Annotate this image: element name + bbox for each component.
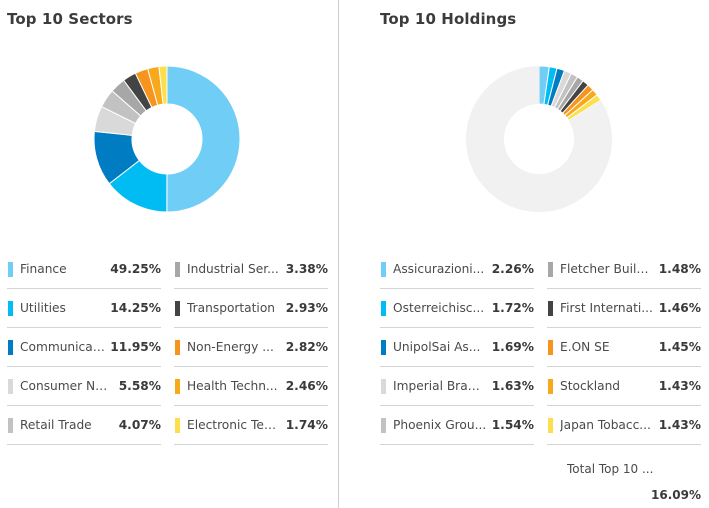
- holding-legend-item[interactable]: Fletcher Build... 1.48%: [547, 250, 701, 289]
- legend-label: Imperial Bran...: [393, 379, 487, 393]
- legend-value: 2.93%: [285, 301, 328, 315]
- legend-value: 11.95%: [110, 340, 161, 354]
- legend-swatch-icon: [175, 261, 180, 277]
- legend-swatch-icon: [548, 261, 553, 277]
- legend-swatch-icon: [381, 261, 386, 277]
- holdings-donut-chart: [466, 65, 612, 212]
- legend-swatch-icon: [8, 300, 13, 316]
- sector-legend-item[interactable]: Communicati... 11.95%: [7, 328, 161, 367]
- holding-legend-item[interactable]: UnipolSai As... 1.69%: [380, 328, 534, 367]
- holdings-title: Top 10 Holdings: [380, 10, 517, 28]
- legend-label: Osterreichisc...: [393, 301, 485, 315]
- legend-value: 1.72%: [491, 301, 534, 315]
- legend-swatch-icon: [175, 417, 180, 433]
- legend-value: 4.07%: [118, 418, 161, 432]
- legend-swatch-icon: [8, 339, 13, 355]
- sectors-legend: Finance 49.25% Industrial Ser... 3.38% Utili…: [7, 250, 328, 445]
- legend-value: 1.69%: [491, 340, 534, 354]
- holding-legend-item[interactable]: First Internati... 1.46%: [547, 289, 701, 328]
- legend-label: Japan Tobacc...: [560, 418, 651, 432]
- legend-swatch-icon: [548, 339, 553, 355]
- legend-label: Fletcher Build...: [560, 262, 654, 276]
- legend-swatch-icon: [175, 339, 180, 355]
- sectors-donut-chart: [93, 65, 241, 213]
- sector-legend-item[interactable]: Finance 49.25%: [7, 250, 161, 289]
- holding-legend-item[interactable]: Stockland 1.43%: [547, 367, 701, 406]
- legend-value: 1.54%: [491, 418, 534, 432]
- legend-value: 1.63%: [491, 379, 534, 393]
- legend-value: 1.46%: [658, 301, 701, 315]
- total-value: 16.09%: [651, 488, 701, 502]
- legend-swatch-icon: [381, 417, 386, 433]
- legend-swatch-icon: [381, 300, 386, 316]
- holding-legend-item[interactable]: Imperial Bran... 1.63%: [380, 367, 534, 406]
- legend-label: UnipolSai As...: [393, 340, 481, 354]
- legend-swatch-icon: [175, 300, 180, 316]
- sector-slice[interactable]: [158, 65, 168, 105]
- holdings-legend: Assicurazioni... 2.26% Fletcher Build... 1.…: [380, 250, 701, 445]
- sector-legend-item[interactable]: Transportation 2.93%: [174, 289, 328, 328]
- sector-legend-item[interactable]: Retail Trade 4.07%: [7, 406, 161, 445]
- holding-remainder-slice: [466, 66, 612, 212]
- legend-label: Stockland: [560, 379, 621, 393]
- sector-legend-item[interactable]: Consumer No... 5.58%: [7, 367, 161, 406]
- legend-label: Industrial Ser...: [187, 262, 279, 276]
- total-label: Total Top 10 ...: [567, 462, 654, 476]
- legend-swatch-icon: [548, 300, 553, 316]
- legend-swatch-icon: [381, 378, 386, 394]
- legend-label: Retail Trade: [20, 418, 92, 432]
- holding-legend-item[interactable]: Osterreichisc... 1.72%: [380, 289, 534, 328]
- legend-label: Non-Energy ...: [187, 340, 274, 354]
- legend-label: Health Techn...: [187, 379, 278, 393]
- legend-value: 2.26%: [491, 262, 534, 276]
- legend-label: First Internati...: [560, 301, 653, 315]
- sector-legend-item[interactable]: Electronic Tec... 1.74%: [174, 406, 328, 445]
- legend-label: Assicurazioni...: [393, 262, 485, 276]
- legend-swatch-icon: [8, 378, 13, 394]
- legend-swatch-icon: [381, 339, 386, 355]
- legend-value: 1.48%: [658, 262, 701, 276]
- sectors-panel: Top 10 Sectors Finance 49.25% Industrial S…: [0, 0, 338, 508]
- legend-value: 1.43%: [658, 379, 701, 393]
- legend-value: 5.58%: [118, 379, 161, 393]
- sector-legend-item[interactable]: Non-Energy ... 2.82%: [174, 328, 328, 367]
- legend-value: 1.43%: [658, 418, 701, 432]
- legend-label: Transportation: [187, 301, 276, 315]
- legend-value: 1.74%: [285, 418, 328, 432]
- legend-value: 2.46%: [285, 379, 328, 393]
- sector-legend-item[interactable]: Health Techn... 2.46%: [174, 367, 328, 406]
- legend-label: Finance: [20, 262, 67, 276]
- holding-legend-item[interactable]: Japan Tobacc... 1.43%: [547, 406, 701, 445]
- legend-value: 3.38%: [285, 262, 328, 276]
- legend-swatch-icon: [8, 417, 13, 433]
- legend-value: 49.25%: [110, 262, 161, 276]
- legend-label: E.ON SE: [560, 340, 610, 354]
- holding-legend-item[interactable]: Assicurazioni... 2.26%: [380, 250, 534, 289]
- sector-legend-item[interactable]: Industrial Ser... 3.38%: [174, 250, 328, 289]
- legend-label: Utilities: [20, 301, 66, 315]
- holdings-panel: Top 10 Holdings Assicurazioni... 2.26% Fle…: [339, 0, 709, 508]
- holding-legend-item[interactable]: E.ON SE 1.45%: [547, 328, 701, 367]
- sector-legend-item[interactable]: Utilities 14.25%: [7, 289, 161, 328]
- legend-label: Electronic Tec...: [187, 418, 281, 432]
- legend-value: 1.45%: [658, 340, 701, 354]
- holding-legend-item[interactable]: Phoenix Grou... 1.54%: [380, 406, 534, 445]
- legend-label: Phoenix Grou...: [393, 418, 487, 432]
- legend-label: Consumer No...: [20, 379, 114, 393]
- legend-swatch-icon: [8, 261, 13, 277]
- legend-value: 14.25%: [110, 301, 161, 315]
- legend-label: Communicati...: [20, 340, 106, 354]
- panel-divider: [338, 0, 339, 508]
- sectors-title: Top 10 Sectors: [7, 10, 133, 28]
- legend-swatch-icon: [175, 378, 180, 394]
- legend-swatch-icon: [548, 417, 553, 433]
- legend-value: 2.82%: [285, 340, 328, 354]
- sector-slice[interactable]: [166, 65, 241, 213]
- legend-swatch-icon: [548, 378, 553, 394]
